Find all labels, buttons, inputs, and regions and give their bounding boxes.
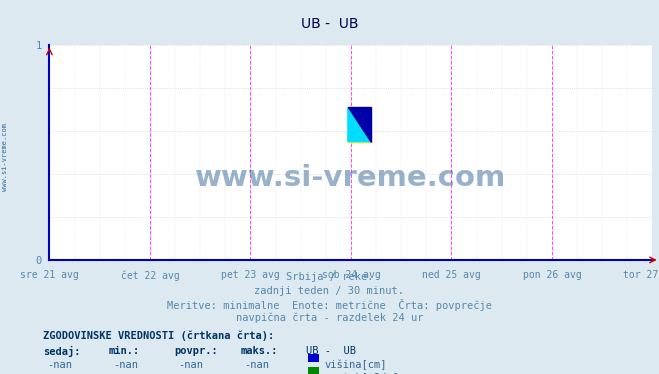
Text: -nan: -nan <box>113 373 138 374</box>
Polygon shape <box>348 107 371 142</box>
Text: navpična črta - razdelek 24 ur: navpična črta - razdelek 24 ur <box>236 313 423 323</box>
Text: zadnji teden / 30 minut.: zadnji teden / 30 minut. <box>254 286 405 296</box>
Text: ZGODOVINSKE VREDNOSTI (črtkana črta):: ZGODOVINSKE VREDNOSTI (črtkana črta): <box>43 331 274 341</box>
Text: -nan: -nan <box>244 360 270 370</box>
Text: povpr.:: povpr.: <box>175 346 218 356</box>
Text: sedaj:: sedaj: <box>43 346 80 357</box>
Text: -nan: -nan <box>47 360 72 370</box>
Text: višina[cm]: višina[cm] <box>324 360 387 371</box>
Text: maks.:: maks.: <box>241 346 278 356</box>
Text: -nan: -nan <box>244 373 270 374</box>
Text: www.si-vreme.com: www.si-vreme.com <box>2 123 9 191</box>
Text: UB -  UB: UB - UB <box>306 346 357 356</box>
Text: pretok[m3/s]: pretok[m3/s] <box>324 373 399 374</box>
Polygon shape <box>348 107 371 142</box>
Text: min.:: min.: <box>109 346 140 356</box>
Text: Srbija / reke.: Srbija / reke. <box>286 272 373 282</box>
Text: -nan: -nan <box>113 360 138 370</box>
Text: www.si-vreme.com: www.si-vreme.com <box>195 164 507 192</box>
Text: -nan: -nan <box>179 360 204 370</box>
Text: -nan: -nan <box>47 373 72 374</box>
Text: Meritve: minimalne  Enote: metrične  Črta: povprečje: Meritve: minimalne Enote: metrične Črta:… <box>167 299 492 311</box>
Text: UB -  UB: UB - UB <box>301 17 358 31</box>
Text: -nan: -nan <box>179 373 204 374</box>
Polygon shape <box>348 107 371 142</box>
